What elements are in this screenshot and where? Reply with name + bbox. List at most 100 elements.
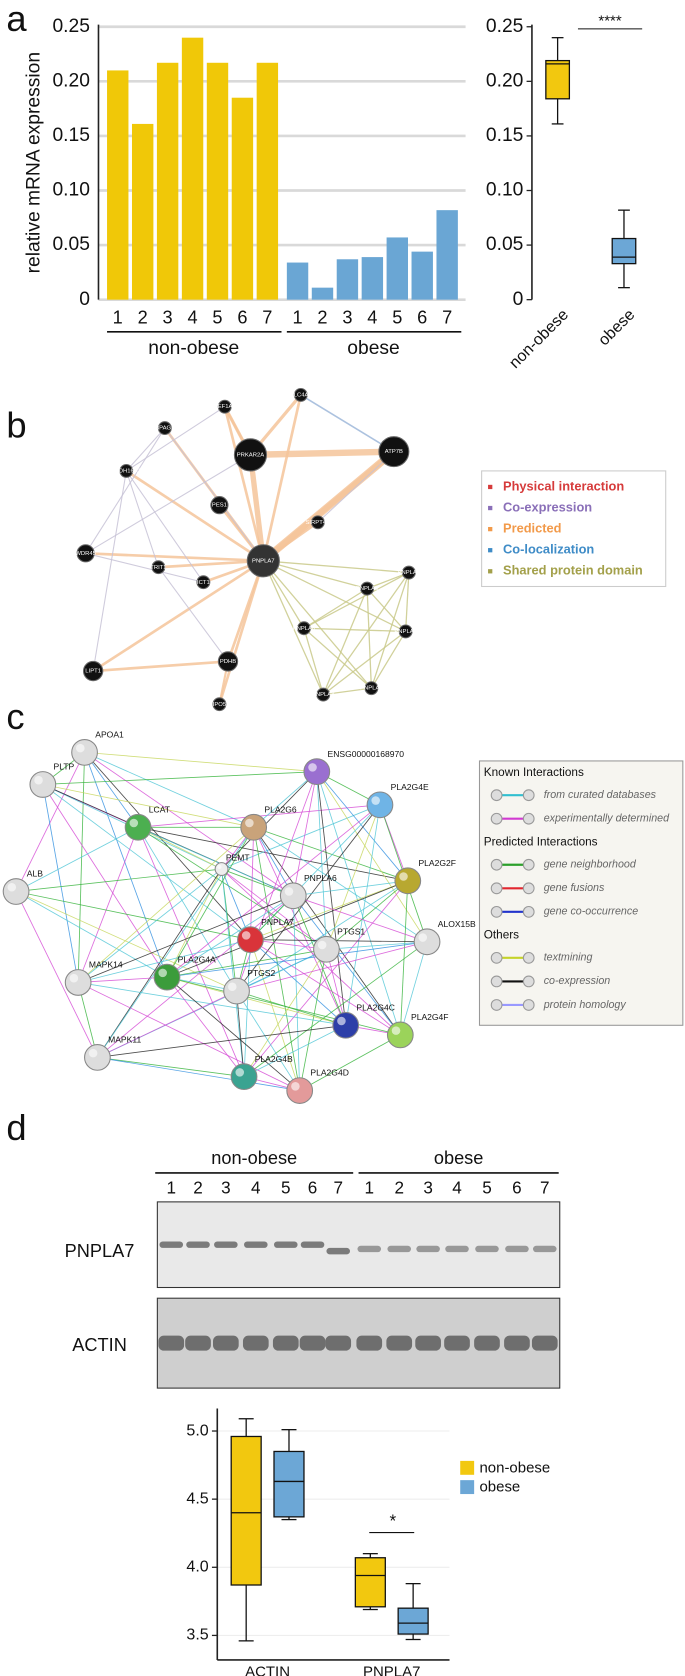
blot-band bbox=[386, 1335, 413, 1351]
y-tick-label: 0.25 bbox=[486, 16, 523, 37]
network-edge bbox=[125, 469, 265, 562]
y-tick-label: 4.0 bbox=[186, 1558, 208, 1576]
blot-band bbox=[274, 1241, 298, 1248]
x-tick-label: obese bbox=[595, 306, 639, 350]
node-label: PLTP bbox=[54, 762, 75, 772]
box bbox=[354, 1557, 386, 1608]
node-label: PLA2G4E bbox=[391, 782, 429, 792]
node-label: PLA2G6 bbox=[264, 804, 297, 814]
network-edge bbox=[303, 628, 324, 695]
row-label: PNPLA7 bbox=[65, 1241, 135, 1261]
network-node bbox=[413, 928, 441, 956]
network-edge bbox=[300, 394, 395, 453]
significance-label: * bbox=[389, 1511, 396, 1530]
lane-label: 2 bbox=[394, 1179, 404, 1198]
blot-band bbox=[185, 1335, 211, 1351]
node-label: APOA1 bbox=[95, 730, 124, 740]
lane-label: 6 bbox=[308, 1179, 318, 1198]
network-edge bbox=[405, 572, 410, 632]
x-tick-label: 7 bbox=[262, 308, 272, 328]
network-edge bbox=[253, 827, 347, 1026]
network-edge bbox=[303, 588, 368, 629]
node-shine bbox=[245, 818, 254, 828]
lane-label: 4 bbox=[251, 1179, 261, 1198]
group-label: obese bbox=[434, 1148, 484, 1168]
legend-label: experimentally determined bbox=[544, 813, 670, 825]
network-node bbox=[286, 1077, 314, 1104]
network-edge bbox=[247, 454, 266, 562]
lane-label: 2 bbox=[193, 1179, 203, 1198]
panel-letter: c bbox=[6, 696, 24, 737]
network-edge bbox=[77, 868, 222, 983]
legend-node bbox=[522, 789, 535, 802]
network-edge bbox=[250, 880, 408, 941]
x-tick-label: 7 bbox=[442, 308, 452, 328]
network-edge bbox=[137, 827, 245, 1077]
legend-node bbox=[522, 975, 535, 988]
box bbox=[273, 1450, 305, 1518]
blot-band bbox=[244, 1241, 268, 1248]
network-edge bbox=[42, 784, 168, 978]
node-label: PLA2G4C bbox=[356, 1002, 394, 1012]
y-tick-label: 0.15 bbox=[52, 125, 89, 146]
network-node bbox=[310, 515, 325, 530]
blot-band bbox=[213, 1335, 239, 1351]
network-edge bbox=[236, 941, 428, 992]
network-edge bbox=[345, 804, 381, 1026]
y-tick-label: 0 bbox=[513, 289, 524, 310]
network-edge bbox=[166, 976, 346, 1026]
legend-node bbox=[522, 858, 535, 871]
network-edge bbox=[262, 560, 372, 689]
blot-band bbox=[326, 1247, 350, 1255]
network-edge bbox=[323, 687, 372, 696]
network-edge bbox=[326, 880, 409, 950]
network-node bbox=[316, 687, 331, 702]
lane-label: 1 bbox=[167, 1179, 177, 1198]
network-node bbox=[64, 969, 92, 996]
bar bbox=[411, 251, 433, 300]
network-edge bbox=[166, 948, 327, 978]
network-edge bbox=[85, 427, 166, 554]
network-edge bbox=[42, 784, 79, 983]
legend-node bbox=[490, 882, 503, 895]
network-edge bbox=[16, 868, 222, 892]
network-edge bbox=[84, 752, 294, 897]
lane-label: 5 bbox=[482, 1179, 492, 1198]
node-label: TRIT1 bbox=[150, 565, 166, 571]
network-node bbox=[217, 651, 239, 672]
node-shine bbox=[7, 882, 17, 892]
node-label: SLC4A1 bbox=[290, 392, 312, 398]
node-label: PNPLA7 bbox=[252, 558, 275, 564]
network-edge bbox=[137, 826, 222, 870]
network-edge bbox=[316, 771, 347, 1026]
y-tick-label: 5.0 bbox=[186, 1421, 208, 1439]
node-label: PTGS1 bbox=[337, 926, 365, 936]
network-edge bbox=[261, 394, 303, 562]
blot-band bbox=[505, 1245, 529, 1253]
network-node bbox=[293, 387, 308, 402]
network-edge bbox=[243, 941, 428, 1078]
node-shine bbox=[241, 931, 251, 940]
node-label: PNPLA3 bbox=[356, 586, 379, 592]
node-shine bbox=[337, 1016, 346, 1026]
network-edge bbox=[84, 751, 317, 773]
legend-swatch bbox=[488, 484, 493, 490]
legend-label: Predicted bbox=[503, 521, 561, 536]
node-label: PNPLA6 bbox=[304, 873, 337, 883]
y-tick-label: 0.25 bbox=[52, 16, 89, 37]
network-node bbox=[237, 926, 264, 954]
blot-band bbox=[416, 1245, 440, 1253]
bar bbox=[336, 259, 359, 300]
network-node bbox=[71, 739, 98, 766]
legend-heading: Others bbox=[484, 929, 519, 942]
node-label: PLA2G4F bbox=[411, 1012, 449, 1022]
network-node bbox=[151, 560, 166, 575]
node-shine bbox=[88, 1048, 98, 1058]
legend-node bbox=[522, 812, 535, 825]
network-node bbox=[196, 575, 211, 590]
lane-label: 7 bbox=[333, 1179, 343, 1198]
network-edge bbox=[85, 454, 251, 554]
network-node bbox=[212, 697, 227, 712]
